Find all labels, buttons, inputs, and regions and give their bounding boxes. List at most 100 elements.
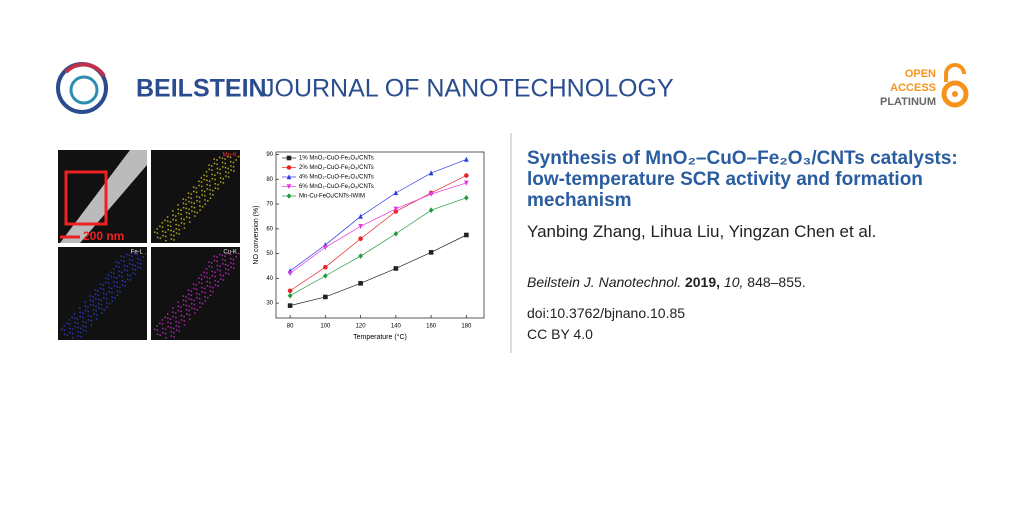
- map-dot: [214, 178, 216, 181]
- map-dot: [180, 319, 183, 321]
- map-dot: [170, 335, 173, 337]
- map-dot: [76, 318, 79, 320]
- map-dot: [199, 205, 201, 207]
- map-dot: [221, 254, 224, 257]
- open-access: OPEN ACCESS PLATINUM: [880, 63, 969, 108]
- map-dot: [161, 226, 164, 228]
- map-dot: [177, 305, 179, 308]
- map-dot: [200, 181, 203, 183]
- scale-label: 200 nm: [83, 229, 124, 243]
- map-panel: [151, 247, 240, 340]
- marker: [428, 207, 434, 214]
- map-dot: [230, 262, 232, 264]
- tem-box: [64, 170, 108, 226]
- map-dot: [121, 271, 123, 274]
- map-dot: [82, 320, 84, 323]
- map-dot: [177, 204, 179, 206]
- map-dot: [175, 316, 177, 319]
- map-dot: [113, 272, 115, 274]
- map-dot: [131, 255, 133, 257]
- map-dot: [175, 228, 178, 230]
- map-dot: [191, 303, 193, 305]
- map-dot: [180, 306, 182, 308]
- map-dot: [233, 170, 235, 172]
- map-dot: [219, 265, 221, 268]
- legend-marker: [286, 165, 292, 170]
- series-line: [290, 234, 467, 306]
- map-dot: [230, 266, 232, 268]
- map-dot: [175, 329, 178, 331]
- map-dot: [190, 294, 193, 296]
- legend-label: Mn-Cu-FeOₓ/CNTs-IWIM: [299, 194, 365, 200]
- map-dot: [161, 222, 164, 224]
- map-dot: [95, 314, 98, 316]
- map-dot: [175, 320, 177, 323]
- map-dot: [211, 177, 214, 180]
- map-dot: [183, 320, 186, 322]
- map-dot: [183, 223, 186, 225]
- x-axis-label: Temperature (°C): [353, 333, 407, 341]
- marker: [393, 230, 399, 237]
- map-dot: [79, 307, 81, 309]
- map-dot: [232, 161, 235, 164]
- map-dot: [126, 269, 129, 272]
- map-dot: [190, 290, 192, 292]
- map-dot: [208, 261, 210, 263]
- oa-platinum: PLATINUM: [880, 96, 936, 108]
- map-dot: [90, 320, 93, 322]
- lock-shackle: [944, 63, 966, 82]
- map-dot: [201, 189, 203, 192]
- series-line: [289, 197, 467, 297]
- map-dot: [144, 252, 147, 255]
- map-dot: [121, 280, 124, 282]
- map-dot: [68, 323, 71, 325]
- map-dot: [230, 165, 232, 167]
- map-dot: [217, 280, 219, 283]
- map-dot: [175, 232, 178, 234]
- x-tick-label: 140: [391, 324, 402, 330]
- map-dot: [190, 201, 193, 204]
- map-dot: [170, 331, 172, 333]
- map-dot: [217, 188, 219, 190]
- map-dot: [123, 264, 126, 267]
- map-dot: [182, 299, 185, 302]
- map-dot: [214, 174, 216, 177]
- map-dot: [183, 218, 185, 221]
- map-dot: [206, 285, 209, 287]
- map-dot: [173, 336, 175, 338]
- map-dot: [214, 187, 217, 189]
- map-dot: [71, 328, 74, 330]
- lock-body: [941, 80, 969, 108]
- x-tick-label: 100: [320, 324, 331, 330]
- map-dot: [115, 265, 118, 268]
- legend-label: 2% MnO₂-CuO-Fe₂O₃/CNTs: [299, 165, 374, 171]
- map-dot: [126, 265, 128, 268]
- map-dot: [139, 258, 142, 261]
- map-dot: [227, 172, 230, 174]
- map-dot: [211, 173, 213, 176]
- map-dot: [204, 194, 206, 197]
- map-dot: [196, 292, 198, 295]
- logo-arc: [64, 62, 106, 78]
- marker: [464, 173, 469, 178]
- map-dot: [172, 307, 174, 309]
- map-dot: [100, 308, 103, 310]
- map-dot: [79, 311, 81, 313]
- map-dot: [156, 333, 159, 336]
- tem-panels: 200 nm Mn-K Fe-L Cu-K: [58, 150, 240, 340]
- map-dot: [173, 234, 175, 237]
- panel-label: Fe-L: [131, 250, 144, 256]
- map-dot: [111, 300, 114, 302]
- marker: [393, 206, 399, 212]
- map-dot: [119, 291, 121, 293]
- map-dot: [199, 209, 201, 211]
- map-dot: [196, 200, 198, 202]
- map-dot: [204, 203, 207, 205]
- map-dot: [100, 287, 102, 290]
- map-dot: [108, 286, 110, 289]
- map-dot: [172, 218, 174, 221]
- map-dot: [156, 325, 158, 327]
- map-dot: [188, 221, 191, 223]
- map-dot: [206, 280, 208, 283]
